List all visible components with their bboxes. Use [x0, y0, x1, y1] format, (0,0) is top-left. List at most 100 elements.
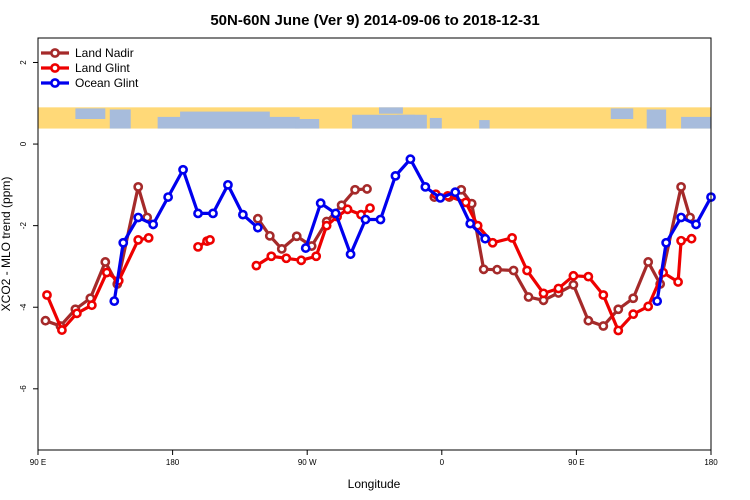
data-point	[291, 231, 302, 242]
data-point	[435, 193, 446, 203]
legend-marker	[50, 63, 60, 73]
x-tick-label: 90 W	[298, 458, 317, 467]
data-point	[350, 184, 360, 195]
data-point	[101, 267, 112, 278]
map-ocean-patch	[429, 117, 442, 129]
data-point	[478, 264, 489, 275]
data-point	[598, 290, 609, 300]
data-point	[492, 264, 503, 275]
data-point	[652, 296, 663, 307]
data-point	[613, 325, 624, 336]
legend-item: Ocean Glint	[41, 76, 139, 90]
data-point	[252, 213, 263, 224]
data-point	[71, 308, 82, 319]
y-tick-label: -2	[19, 222, 28, 230]
map-ocean-patch	[479, 120, 490, 129]
data-point	[362, 184, 372, 194]
plot-frame	[37, 37, 712, 451]
data-point	[523, 292, 534, 302]
data-point	[365, 203, 375, 214]
data-point	[133, 212, 144, 223]
data-point	[118, 237, 129, 248]
map-ocean-patch	[378, 107, 403, 114]
data-point	[281, 253, 292, 264]
data-point	[264, 230, 275, 241]
data-point	[522, 265, 532, 276]
data-point	[568, 270, 579, 281]
data-point	[390, 170, 401, 181]
data-point	[57, 325, 67, 335]
x-tick-label: 180	[704, 458, 718, 467]
data-point	[143, 232, 154, 243]
data-point	[100, 257, 111, 267]
y-tick-label: -4	[19, 303, 28, 311]
legend-label: Ocean Glint	[75, 76, 139, 90]
x-axis-label: Longitude	[348, 477, 401, 491]
series-line	[256, 187, 368, 251]
data-point	[568, 279, 579, 290]
data-point	[178, 164, 188, 175]
data-point	[676, 235, 686, 246]
data-point	[40, 315, 51, 326]
legend-label: Land Nadir	[75, 46, 134, 60]
data-point	[86, 300, 97, 311]
data-point	[691, 219, 701, 230]
data-point	[661, 237, 672, 248]
map-ocean-patch	[180, 111, 270, 129]
data-point	[315, 198, 326, 209]
world-map-band	[38, 107, 711, 129]
legend-item: Land Nadir	[41, 46, 134, 60]
map-ocean-patch	[295, 119, 320, 129]
data-point	[643, 257, 654, 267]
data-point	[237, 209, 248, 220]
data-point	[163, 192, 174, 202]
data-point	[193, 241, 203, 252]
data-point	[643, 301, 654, 312]
series-layer	[40, 154, 716, 336]
data-point	[375, 214, 386, 225]
data-point	[676, 212, 686, 223]
legend-label: Land Glint	[75, 61, 130, 75]
data-point	[148, 219, 159, 230]
y-tick-label: -6	[19, 385, 28, 393]
map-ocean-patch	[75, 108, 106, 120]
data-point	[266, 251, 277, 262]
x-tick-label: 0	[440, 458, 445, 467]
legend-marker	[50, 78, 60, 88]
x-tick-label: 90 E	[30, 458, 46, 467]
data-point	[420, 181, 431, 192]
data-point	[252, 222, 263, 233]
data-point	[109, 296, 120, 307]
data-point	[300, 243, 311, 253]
data-point	[133, 181, 144, 192]
data-point	[628, 293, 639, 304]
x-axis: 90 E 180 90 W 0 90 E 180	[30, 450, 718, 467]
series-land-glint	[42, 189, 697, 336]
data-point	[251, 260, 262, 271]
x-tick-label: 90 E	[568, 458, 584, 467]
data-point	[208, 208, 218, 219]
legend-item: Land Glint	[41, 61, 130, 75]
data-point	[460, 197, 471, 208]
data-point	[508, 265, 519, 276]
data-point	[487, 237, 498, 248]
map-ocean-patch	[109, 109, 131, 129]
data-point	[538, 288, 549, 299]
data-point	[676, 181, 686, 192]
data-point	[686, 233, 697, 244]
y-tick-label: 2	[19, 60, 28, 65]
data-point	[345, 249, 356, 260]
data-point	[628, 309, 639, 320]
chart-title: 50N-60N June (Ver 9) 2014-09-06 to 2018-…	[210, 12, 539, 29]
y-axis: 2 0 -2 -4 -6	[19, 60, 38, 393]
series-line	[255, 206, 371, 267]
data-point	[450, 187, 461, 198]
data-point	[321, 220, 332, 231]
map-ocean-patch	[646, 109, 667, 129]
data-point	[360, 214, 371, 225]
map-ocean-patch	[610, 108, 634, 120]
data-point	[405, 154, 416, 165]
data-point	[553, 283, 564, 294]
